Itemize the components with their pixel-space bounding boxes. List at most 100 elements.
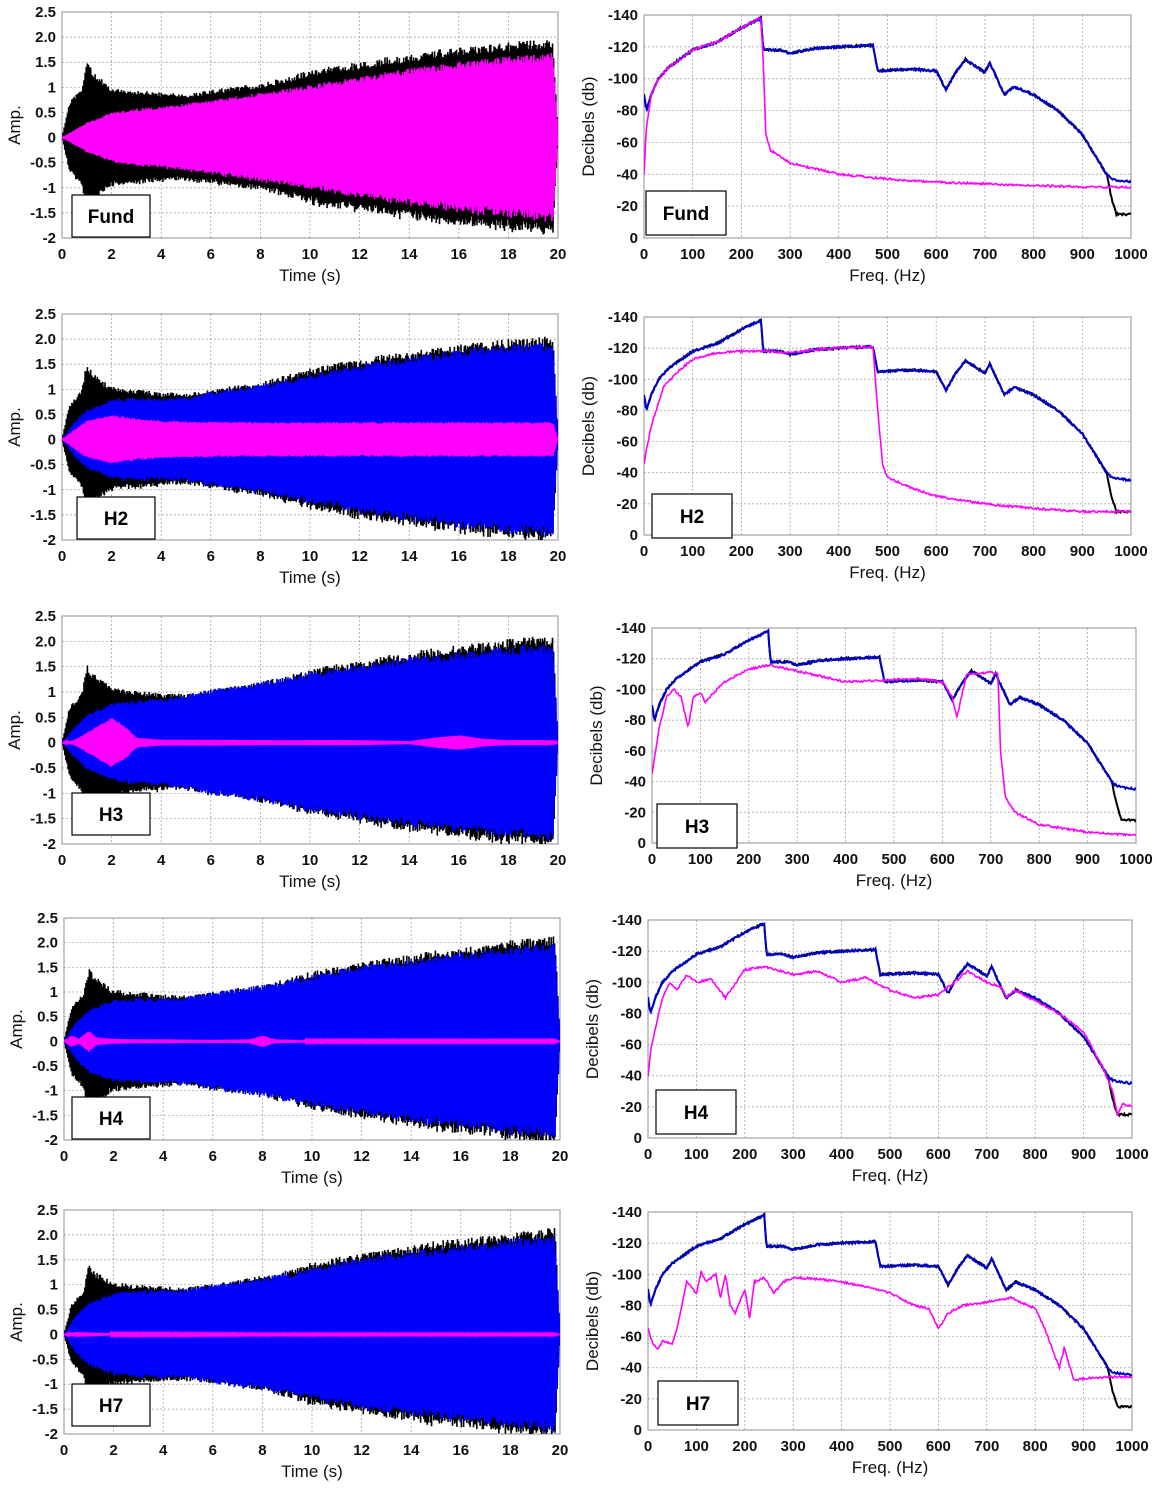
y-tick-label: -100 bbox=[616, 681, 646, 698]
y-tick-label: 2.5 bbox=[35, 4, 56, 21]
y-tick-label: 2.5 bbox=[37, 910, 58, 927]
y-tick-label: -60 bbox=[624, 743, 646, 760]
y-tick-label: 1.5 bbox=[35, 54, 56, 71]
y-tick-label: 2.0 bbox=[37, 935, 58, 952]
x-tick-label: 18 bbox=[500, 246, 517, 263]
x-tick-label: 500 bbox=[877, 1146, 902, 1163]
x-tick-label: 500 bbox=[877, 1438, 902, 1455]
x-tick-label: 100 bbox=[680, 246, 705, 263]
y-tick-label: 2.5 bbox=[37, 1202, 58, 1219]
x-tick-label: 200 bbox=[732, 1146, 757, 1163]
y-tick-label: 0 bbox=[48, 432, 56, 449]
y-tick-label: 0 bbox=[48, 735, 56, 752]
chart-freq-h2: 0 100 200 300 400 500 600 700 800 900 1000 0 -20 -40 -… bbox=[579, 309, 1148, 582]
x-tick-label: 8 bbox=[256, 852, 264, 869]
y-axis-label: Decibels (db) bbox=[579, 76, 598, 176]
waveform-series-2 bbox=[62, 718, 558, 768]
series-group bbox=[64, 936, 560, 1140]
y-tick-label: -40 bbox=[620, 1360, 642, 1377]
chart-time-h4: 0 2 4 6 8 10 12 14 16 18 20 -2 -1.5 -1 -0.5 0 0.5 1 1.5 2.0… bbox=[7, 910, 568, 1187]
harmonic-tag-label: Fund bbox=[88, 207, 134, 228]
y-tick-label: -1.5 bbox=[32, 1107, 58, 1124]
x-tick-label: 10 bbox=[304, 1148, 321, 1165]
x-axis-label: Time (s) bbox=[279, 568, 341, 587]
series-group bbox=[644, 318, 1131, 515]
x-axis-label: Time (s) bbox=[281, 1462, 343, 1481]
x-tick-label: 12 bbox=[351, 548, 368, 565]
x-tick-label: 0 bbox=[60, 1442, 68, 1459]
y-tick-label: -120 bbox=[612, 1235, 642, 1252]
x-tick-label: 300 bbox=[778, 543, 803, 560]
y-tick-label: -1.5 bbox=[32, 1401, 58, 1418]
y-tick-label: -60 bbox=[620, 1037, 642, 1054]
x-tick-label: 16 bbox=[450, 852, 467, 869]
x-tick-label: 200 bbox=[732, 1438, 757, 1455]
y-tick-label: -140 bbox=[612, 1204, 642, 1221]
x-axis-label: Time (s) bbox=[279, 872, 341, 891]
y-tick-label: -120 bbox=[608, 340, 638, 357]
y-tick-label: 0 bbox=[48, 130, 56, 147]
x-tick-label: 800 bbox=[1021, 543, 1046, 560]
y-tick-label: 0 bbox=[634, 1422, 642, 1439]
x-tick-label: 14 bbox=[403, 1148, 420, 1165]
y-tick-label: -40 bbox=[620, 1068, 642, 1085]
x-axis-label: Freq. (Hz) bbox=[849, 563, 926, 582]
x-tick-label: 12 bbox=[351, 852, 368, 869]
x-tick-label: 20 bbox=[550, 548, 567, 565]
harmonic-tag-label: H7 bbox=[99, 1396, 123, 1417]
x-tick-label: 600 bbox=[924, 543, 949, 560]
x-tick-label: 900 bbox=[1071, 1146, 1096, 1163]
x-tick-label: 8 bbox=[256, 246, 264, 263]
y-tick-label: 1.5 bbox=[37, 959, 58, 976]
x-tick-label: 12 bbox=[351, 246, 368, 263]
x-tick-label: 300 bbox=[785, 851, 810, 868]
y-axis-label: Amp. bbox=[5, 105, 24, 145]
chart-time-h7: 0 2 4 6 8 10 12 14 16 18 20 -2 -1.5 -1 -0.5 0 0.5 1 1.5 2.0… bbox=[7, 1202, 568, 1481]
harmonic-tag-box bbox=[76, 496, 156, 540]
y-tick-label: -100 bbox=[612, 974, 642, 991]
x-tick-label: 10 bbox=[304, 1442, 321, 1459]
y-tick-label: 0.5 bbox=[37, 1009, 58, 1026]
x-tick-label: 18 bbox=[502, 1148, 519, 1165]
waveform-series-1 bbox=[62, 644, 558, 841]
y-tick-label: -100 bbox=[608, 71, 638, 88]
x-tick-label: 900 bbox=[1070, 246, 1095, 263]
y-tick-label: -60 bbox=[616, 434, 638, 451]
y-tick-label: -140 bbox=[608, 7, 638, 24]
y-tick-label: -0.5 bbox=[30, 457, 56, 474]
waveform-series-0 bbox=[62, 40, 558, 235]
harmonic-tag-box bbox=[645, 190, 727, 236]
spectrum-series-2 bbox=[644, 17, 1131, 190]
chart-time-fund: 0 2 4 6 8 10 12 14 16 18 20 -2 -1.5 -1 -0.5 0 0.5 1 1.5 2.0… bbox=[5, 4, 566, 285]
y-tick-label: 1 bbox=[50, 984, 58, 1001]
y-tick-label: 0 bbox=[638, 835, 646, 852]
x-tick-label: 14 bbox=[401, 246, 418, 263]
y-tick-label: -1 bbox=[45, 1083, 58, 1100]
harmonic-tag-label: H4 bbox=[684, 1103, 709, 1124]
y-tick-label: -140 bbox=[608, 309, 638, 326]
y-tick-label: -100 bbox=[612, 1266, 642, 1283]
x-tick-label: 8 bbox=[258, 1148, 266, 1165]
y-tick-label: -2 bbox=[43, 836, 56, 853]
x-tick-label: 6 bbox=[207, 852, 215, 869]
y-tick-label: -20 bbox=[616, 496, 638, 513]
harmonic-tag-box bbox=[651, 493, 733, 539]
waveform-series-1 bbox=[64, 943, 560, 1139]
y-tick-label: -1.5 bbox=[30, 205, 56, 222]
x-tick-label: 18 bbox=[502, 1442, 519, 1459]
spectrum-series-2 bbox=[644, 344, 1131, 515]
x-tick-label: 20 bbox=[550, 246, 567, 263]
y-tick-label: 1 bbox=[48, 79, 56, 96]
series-group bbox=[62, 40, 558, 235]
x-tick-label: 16 bbox=[452, 1148, 469, 1165]
x-axis-label: Freq. (Hz) bbox=[856, 871, 933, 890]
x-tick-label: 100 bbox=[688, 851, 713, 868]
y-axis-label: Decibels (db) bbox=[579, 376, 598, 476]
y-tick-label: -2 bbox=[45, 1426, 58, 1443]
x-tick-label: 0 bbox=[60, 1148, 68, 1165]
y-tick-label: -40 bbox=[616, 465, 638, 482]
x-tick-label: 10 bbox=[302, 548, 319, 565]
y-tick-label: 0 bbox=[630, 230, 638, 247]
x-tick-label: 0 bbox=[644, 1438, 652, 1455]
harmonic-tag-box bbox=[656, 803, 738, 849]
